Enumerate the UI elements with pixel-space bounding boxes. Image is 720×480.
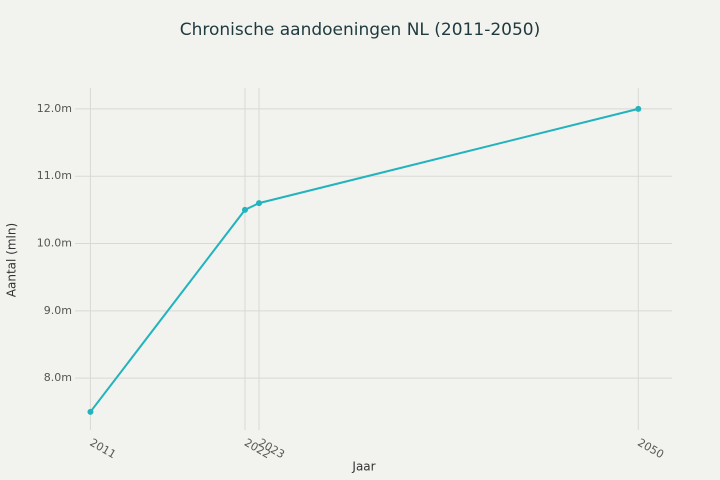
- x-tick-label: 2050: [635, 436, 666, 461]
- point: [87, 408, 94, 415]
- y-tick-label: 12.0m: [37, 102, 72, 115]
- y-tick-label: 10.0m: [37, 237, 72, 250]
- y-tick-label: 9.0m: [44, 304, 72, 317]
- line: [89, 107, 639, 413]
- y-axis-title: Aantal (mln): [5, 223, 19, 297]
- x-axis-title: Jaar: [351, 460, 375, 474]
- y-tick-label: 11.0m: [37, 169, 72, 182]
- point: [241, 206, 248, 213]
- y-tick-label: 8.0m: [44, 371, 72, 384]
- x-tick-label: 2011: [87, 436, 118, 461]
- chart-title: Chronische aandoeningen NL (2011-2050): [180, 20, 540, 40]
- point: [635, 105, 642, 112]
- point: [256, 200, 263, 207]
